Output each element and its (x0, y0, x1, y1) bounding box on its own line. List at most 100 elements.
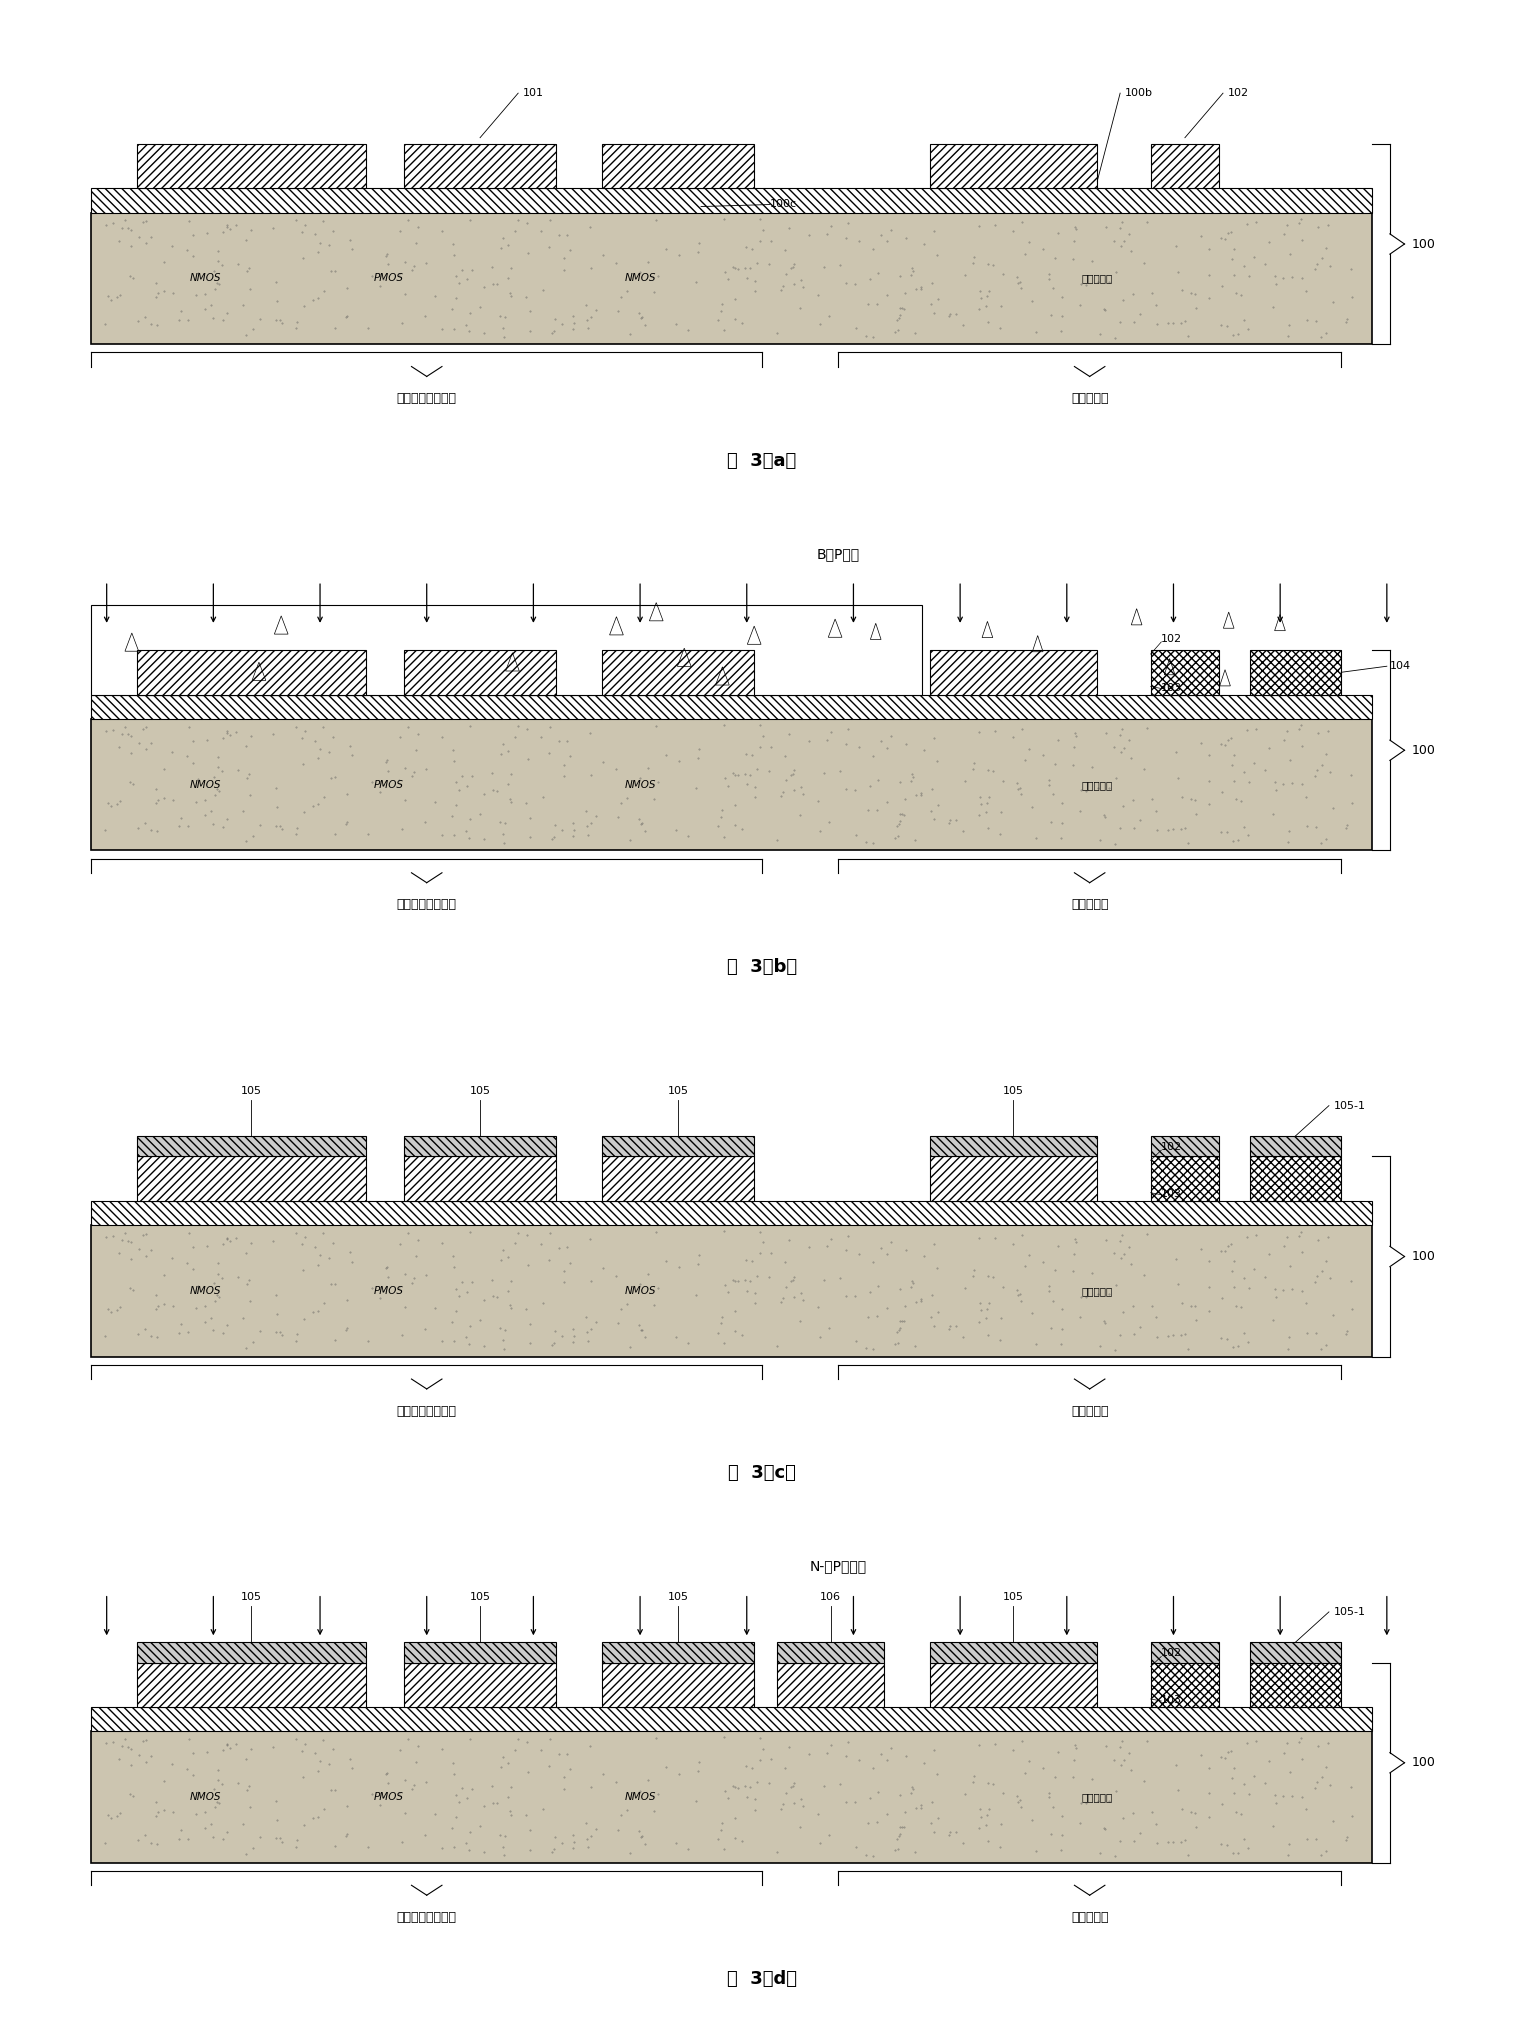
Bar (404, 650, 556, 695)
Bar (91, 605, 922, 695)
Bar (930, 144, 1097, 188)
Text: 像素阵列区: 像素阵列区 (1071, 393, 1108, 405)
Bar (91, 1201, 1372, 1225)
Text: 105: 105 (1003, 1085, 1024, 1096)
Text: 105: 105 (469, 1592, 491, 1602)
Bar (602, 144, 754, 188)
Bar (91, 1707, 1372, 1731)
Text: 像素阵列区: 像素阵列区 (1071, 1912, 1108, 1924)
Text: 102: 102 (1161, 1142, 1183, 1152)
Bar (404, 144, 556, 188)
Bar (91, 1225, 1372, 1357)
Text: 105: 105 (241, 1085, 262, 1096)
Text: 图  3（c）: 图 3（c） (728, 1464, 796, 1482)
Text: 100: 100 (1411, 237, 1436, 251)
Bar (404, 1136, 556, 1156)
Bar (404, 1663, 556, 1707)
Text: PMOS: PMOS (373, 1792, 404, 1802)
Text: 存储电容器: 存储电容器 (1082, 780, 1113, 790)
Text: NMOS: NMOS (625, 780, 655, 790)
Bar (137, 1663, 366, 1707)
Text: 驱动器电路器件区: 驱动器电路器件区 (396, 1912, 457, 1924)
Text: 105: 105 (1003, 1592, 1024, 1602)
Text: NMOS: NMOS (190, 273, 221, 284)
Bar (602, 1136, 754, 1156)
Text: 105-1: 105-1 (1334, 1608, 1366, 1616)
Bar (930, 1642, 1097, 1663)
Bar (1151, 650, 1219, 695)
Bar (137, 1156, 366, 1201)
Bar (930, 650, 1097, 695)
Bar (602, 650, 754, 695)
Text: 驱动器电路器件区: 驱动器电路器件区 (396, 393, 457, 405)
Text: PMOS: PMOS (373, 273, 404, 284)
Text: 100: 100 (1411, 1249, 1436, 1264)
Text: NMOS: NMOS (625, 1286, 655, 1296)
Text: NMOS: NMOS (625, 1792, 655, 1802)
Bar (1250, 1642, 1341, 1663)
Bar (91, 1731, 1372, 1863)
Bar (1250, 1663, 1341, 1707)
Text: 图  3（b）: 图 3（b） (727, 958, 797, 976)
Text: 103: 103 (1161, 1695, 1183, 1705)
Text: NMOS: NMOS (190, 1792, 221, 1802)
Text: 图  3（a）: 图 3（a） (727, 452, 797, 470)
Text: 105: 105 (668, 1085, 689, 1096)
Bar (1151, 1642, 1219, 1663)
Bar (91, 695, 1372, 719)
Bar (91, 188, 1372, 213)
Bar (137, 144, 366, 188)
Text: 105: 105 (469, 1085, 491, 1096)
Text: 101: 101 (523, 89, 544, 97)
Bar (1250, 1136, 1341, 1156)
Bar (930, 1663, 1097, 1707)
Text: NMOS: NMOS (190, 780, 221, 790)
Text: 105-1: 105-1 (1334, 1102, 1366, 1110)
Text: 105: 105 (241, 1592, 262, 1602)
Text: 102: 102 (1161, 634, 1183, 644)
Text: 驱动器电路器件区: 驱动器电路器件区 (396, 1405, 457, 1418)
Bar (1151, 1663, 1219, 1707)
Text: 104: 104 (1390, 662, 1411, 670)
Text: 103: 103 (1161, 1189, 1183, 1199)
Text: NMOS: NMOS (625, 273, 655, 284)
Bar (602, 1156, 754, 1201)
Bar (602, 1663, 754, 1707)
Text: 103: 103 (1161, 682, 1183, 693)
Bar (137, 1136, 366, 1156)
Text: 像素阵列区: 像素阵列区 (1071, 899, 1108, 911)
Bar (1250, 650, 1341, 695)
Text: PMOS: PMOS (373, 1286, 404, 1296)
Text: PMOS: PMOS (373, 780, 404, 790)
Bar (777, 1642, 884, 1663)
Bar (1151, 1136, 1219, 1156)
Bar (777, 1663, 884, 1707)
Text: 存储电容器: 存储电容器 (1082, 273, 1113, 284)
Bar (137, 650, 366, 695)
Text: 驱动器电路器件区: 驱动器电路器件区 (396, 899, 457, 911)
Bar (91, 719, 1372, 850)
Bar (1250, 1156, 1341, 1201)
Bar (1151, 1156, 1219, 1201)
Bar (930, 1156, 1097, 1201)
Text: 102: 102 (1161, 1648, 1183, 1658)
Text: 存储电容器: 存储电容器 (1082, 1792, 1113, 1802)
Text: 存储电容器: 存储电容器 (1082, 1286, 1113, 1296)
Text: 图  3（d）: 图 3（d） (727, 1970, 797, 1989)
Bar (404, 1642, 556, 1663)
Bar (91, 213, 1372, 344)
Text: 100c: 100c (770, 198, 797, 209)
Bar (930, 1136, 1097, 1156)
Text: 105: 105 (668, 1592, 689, 1602)
Bar (404, 1156, 556, 1201)
Text: NMOS: NMOS (190, 1286, 221, 1296)
Bar (1151, 144, 1219, 188)
Text: 102: 102 (1227, 89, 1248, 97)
Bar (602, 1642, 754, 1663)
Text: 像素阵列区: 像素阵列区 (1071, 1405, 1108, 1418)
Text: B或P离子: B或P离子 (817, 547, 860, 561)
Text: N-（P）离子: N-（P）离子 (809, 1559, 867, 1573)
Text: 106: 106 (820, 1592, 841, 1602)
Text: 100: 100 (1411, 1756, 1436, 1770)
Text: 100b: 100b (1125, 89, 1152, 97)
